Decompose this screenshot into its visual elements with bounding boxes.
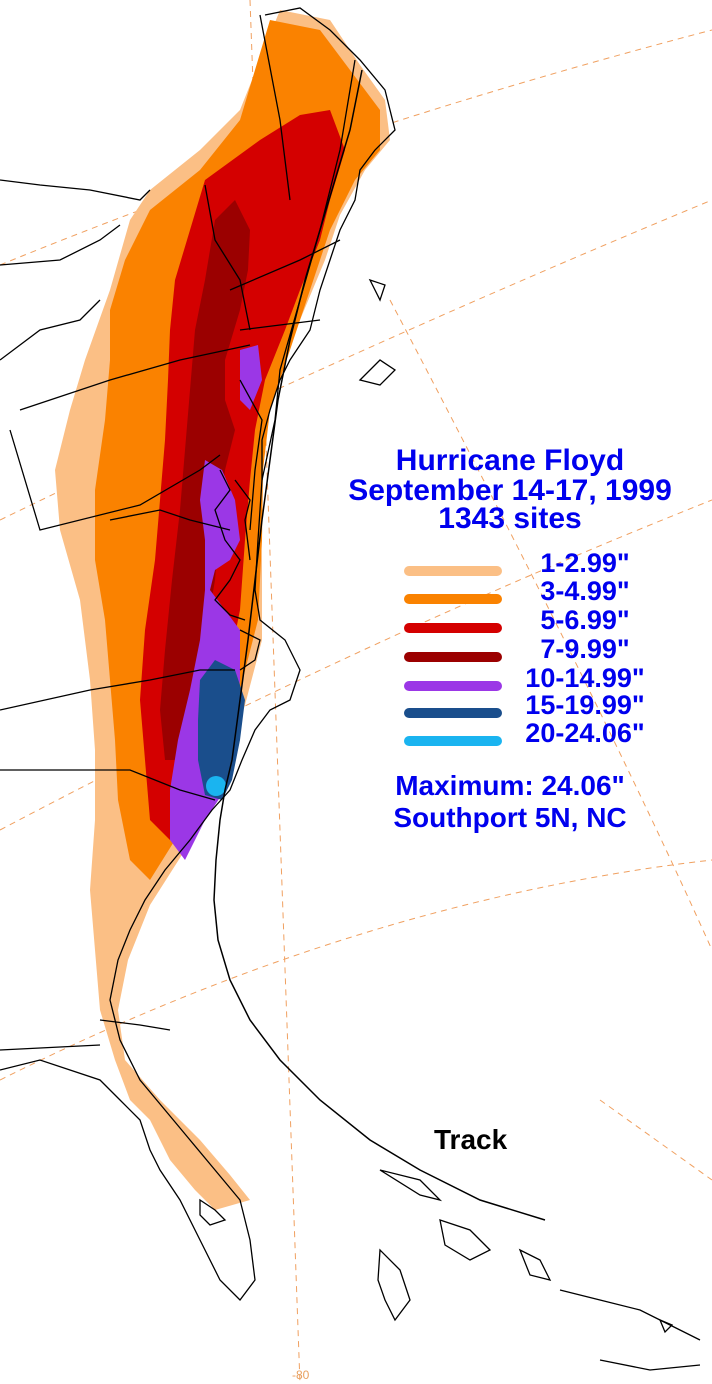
legend-swatch-2 (404, 594, 502, 604)
legend-swatch-3 (404, 623, 502, 633)
legend-label-6: 15-19.99" (525, 690, 645, 720)
title-line-2: September 14-17, 1999 (348, 474, 672, 507)
legend-swatch-7 (404, 736, 502, 746)
legend-swatch-1 (404, 566, 502, 576)
maximum-location: Southport 5N, NC (393, 802, 627, 833)
legend-label-7: 20-24.06" (525, 718, 645, 748)
legend-label-2: 3-4.99" (540, 576, 630, 606)
longitude-label: -80 (292, 1368, 310, 1382)
legend-swatch-6 (404, 708, 502, 718)
legend-label-4: 7-9.99" (540, 634, 630, 664)
legend-label-5: 10-14.99" (525, 663, 645, 693)
title-line-3: 1343 sites (438, 502, 582, 535)
hurricane-track-line (213, 69, 546, 1221)
title-line-1: Hurricane Floyd (395, 444, 625, 477)
legend-swatch-4 (404, 652, 502, 662)
legend-label-1: 1-2.99" (540, 548, 630, 578)
track-label: Track (434, 1124, 508, 1155)
rainfall-shading (55, 10, 390, 1210)
coastlines-and-borders (0, 7, 701, 1371)
maximum-value: Maximum: 24.06" (395, 770, 625, 801)
legend-swatch-5 (404, 681, 502, 691)
legend-label-3: 5-6.99" (540, 605, 630, 635)
